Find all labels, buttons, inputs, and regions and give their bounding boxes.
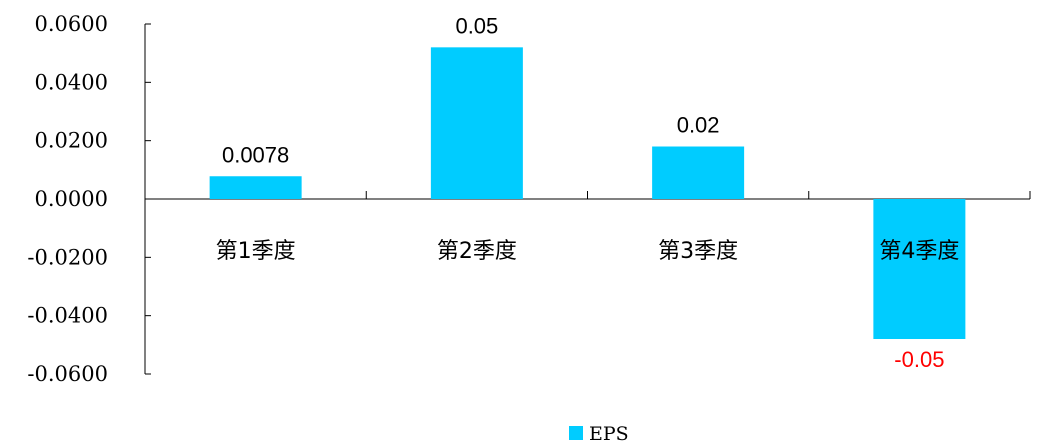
y-tick-label: 0.0200 (35, 129, 108, 153)
data-labels: 第1季度 第2季度 第3季度 第4季度 0.0078 0.05 0.02 -0.05 (216, 13, 960, 372)
y-tick-label: -0.0400 (27, 304, 108, 328)
bars (209, 47, 966, 339)
x-category-label: 第1季度 (216, 239, 296, 264)
legend-label-eps: EPS (589, 423, 629, 443)
data-label-3: 0.02 (677, 113, 720, 138)
x-category-label: 第3季度 (658, 239, 738, 264)
bar-4 (873, 199, 966, 339)
y-axis: 0.0600 0.0400 0.0200 0.0000 -0.0200 -0.0400 -0… (27, 12, 151, 386)
data-label-2: 0.05 (455, 13, 498, 38)
y-tick-label: 0.0600 (35, 12, 108, 36)
x-category-label: 第4季度 (879, 239, 959, 264)
y-tick-label: -0.0200 (27, 245, 108, 269)
data-label-1: 0.0078 (222, 142, 289, 167)
bar-3 (652, 146, 745, 199)
y-tick-label: -0.0600 (27, 362, 108, 386)
legend: EPS (569, 423, 629, 443)
x-category-label: 第2季度 (437, 239, 517, 264)
bar-1 (209, 176, 302, 199)
legend-swatch-eps (569, 426, 583, 440)
data-label-4: -0.05 (894, 347, 944, 372)
bar-2 (430, 47, 523, 200)
y-tick-label: 0.0000 (35, 187, 108, 211)
y-tick-label: 0.0400 (35, 70, 108, 94)
